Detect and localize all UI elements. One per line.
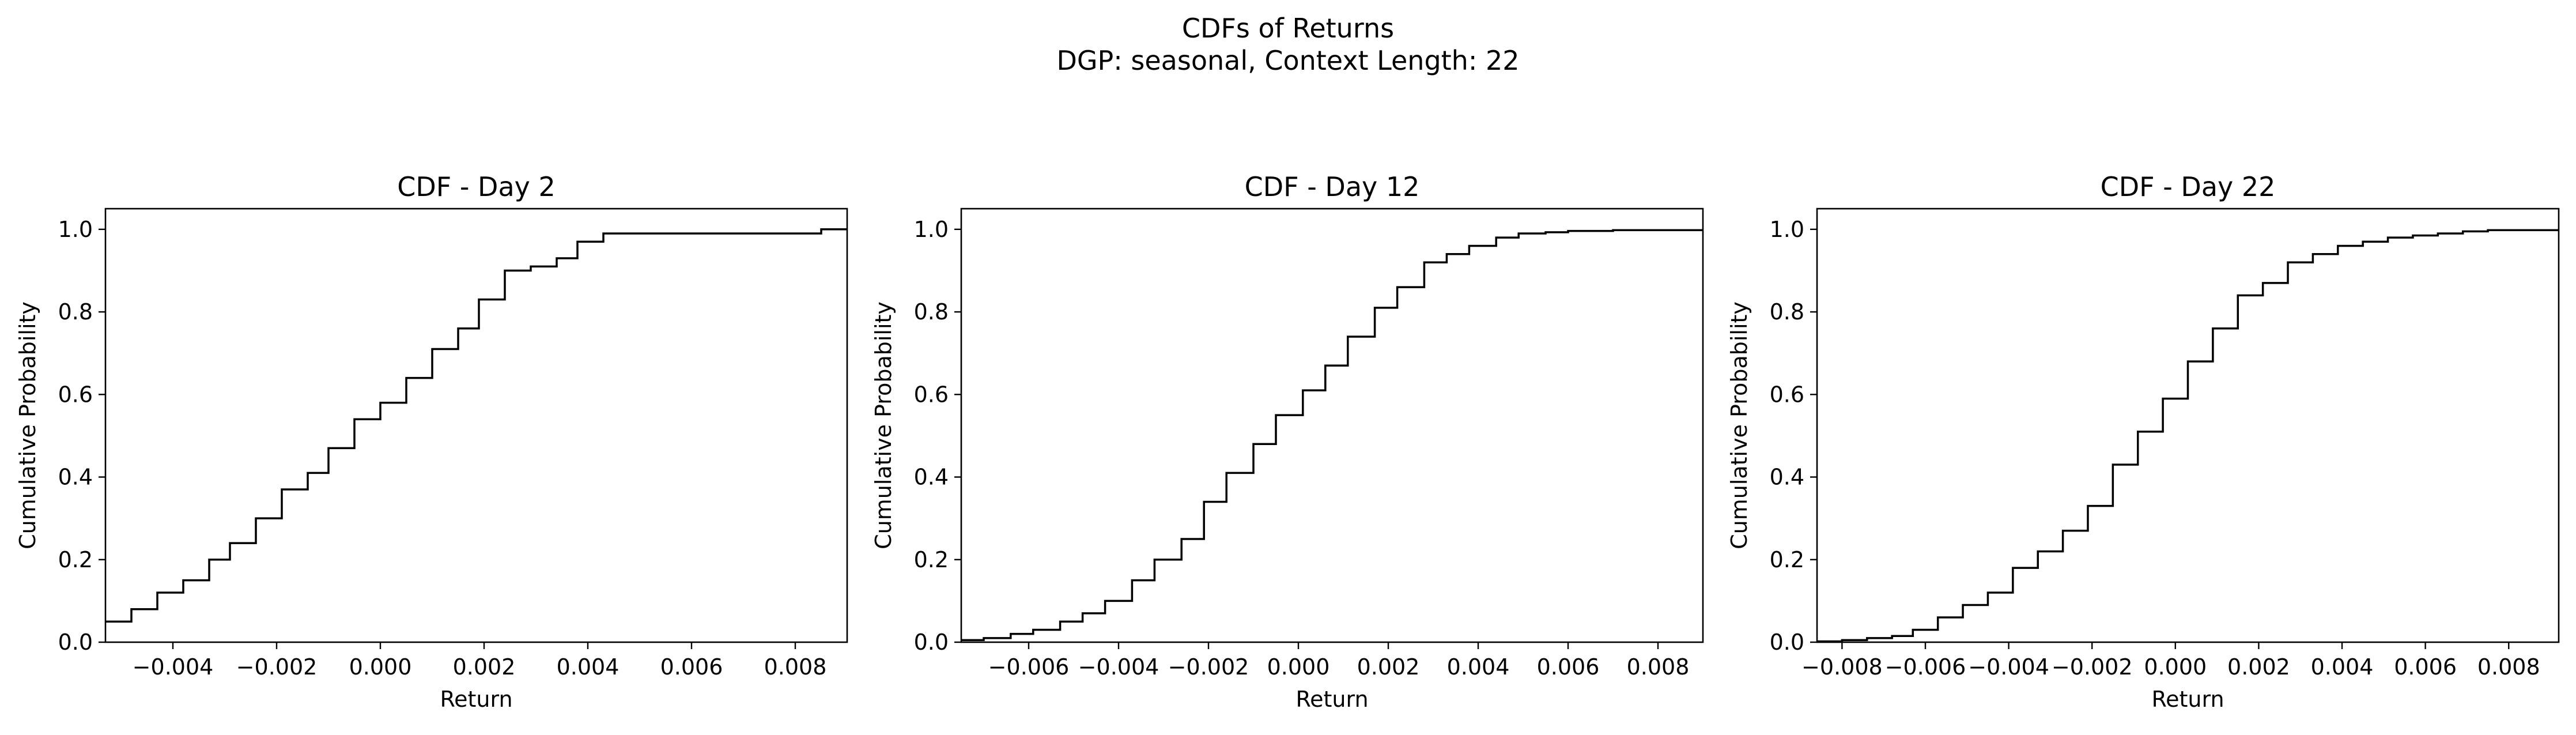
- cdf-step-line: [105, 228, 847, 623]
- y-tick-label: 0.2: [58, 547, 93, 572]
- x-tick-label: 0.008: [1627, 654, 1690, 680]
- y-tick-label: 0.8: [1770, 299, 1804, 325]
- x-axis-label: Return: [1295, 687, 1368, 712]
- y-axis-label: Cumulative Probability: [871, 301, 896, 549]
- x-tick-label: 0.004: [2311, 654, 2374, 680]
- x-tick-label: 0.000: [2144, 654, 2207, 680]
- panel-title: CDF - Day 2: [397, 171, 556, 202]
- x-tick-label: 0.004: [1447, 654, 1510, 680]
- x-tick-label: 0.006: [2394, 654, 2457, 680]
- cdf-step-line: [961, 229, 1703, 642]
- y-tick-label: 0.0: [58, 630, 93, 655]
- x-tick-label: 0.002: [1357, 654, 1420, 680]
- x-tick-label: 0.000: [1267, 654, 1330, 680]
- axes-frame: [960, 208, 1704, 643]
- y-tick-label: 0.8: [58, 299, 93, 325]
- y-tick-label: 1.0: [1770, 217, 1804, 242]
- x-tick-label: −0.008: [1801, 654, 1883, 680]
- x-tick-label: 0.002: [2227, 654, 2290, 680]
- chart-panel-1: −0.004 −0.002 0.000 0.002 0.004 0.006 0.008 0.0…: [15, 171, 848, 712]
- y-tick-label: 1.0: [914, 217, 949, 242]
- y-tick-label: 0.4: [1770, 465, 1804, 490]
- figure-title: CDFs of Returns: [1181, 13, 1395, 44]
- chart-panel-3: −0.008 −0.006 −0.004 −0.002 0.000 0.002 0.004 0…: [1727, 171, 2560, 712]
- y-tick-label: 0.6: [1770, 382, 1804, 407]
- panel-title: CDF - Day 22: [2101, 171, 2276, 202]
- x-tick-label: −0.004: [1968, 654, 2049, 680]
- y-axis-label: Cumulative Probability: [1727, 301, 1752, 549]
- cdf-step-line: [1817, 229, 2559, 642]
- y-tick-label: 1.0: [58, 217, 93, 242]
- x-tick-label: −0.006: [1885, 654, 1966, 680]
- y-tick-label: 0.6: [58, 382, 93, 407]
- y-tick-label: 0.8: [914, 299, 949, 325]
- axes-frame: [1816, 208, 2560, 643]
- y-tick-label: 0.4: [58, 465, 93, 490]
- x-tick-label: −0.004: [133, 654, 214, 680]
- x-axis-label: Return: [440, 687, 512, 712]
- y-axis-label: Cumulative Probability: [15, 301, 40, 549]
- figure-subtitle: DGP: seasonal, Context Length: 22: [1056, 45, 1520, 76]
- panel-title: CDF - Day 12: [1245, 171, 1420, 202]
- x-tick-label: 0.000: [349, 654, 412, 680]
- x-tick-label: 0.006: [660, 654, 723, 680]
- chart-panel-2: −0.006 −0.004 −0.002 0.000 0.002 0.004 0.006 0.…: [871, 171, 1704, 712]
- x-tick-label: 0.006: [1537, 654, 1600, 680]
- axes-frame: [104, 208, 848, 643]
- y-tick-label: 0.4: [914, 465, 949, 490]
- x-tick-label: 0.002: [453, 654, 516, 680]
- x-tick-label: −0.006: [988, 654, 1070, 680]
- x-tick-label: −0.004: [1078, 654, 1159, 680]
- x-axis-label: Return: [2151, 687, 2224, 712]
- x-tick-label: −0.002: [236, 654, 318, 680]
- y-tick-label: 0.0: [1770, 630, 1804, 655]
- y-tick-label: 0.2: [914, 547, 949, 572]
- y-tick-label: 0.6: [914, 382, 949, 407]
- y-tick-label: 0.2: [1770, 547, 1804, 572]
- x-tick-label: 0.008: [764, 654, 827, 680]
- y-tick-label: 0.0: [914, 630, 949, 655]
- x-tick-label: 0.004: [557, 654, 620, 680]
- x-tick-label: 0.008: [2477, 654, 2540, 680]
- x-tick-label: −0.002: [2052, 654, 2133, 680]
- x-tick-label: −0.002: [1168, 654, 1249, 680]
